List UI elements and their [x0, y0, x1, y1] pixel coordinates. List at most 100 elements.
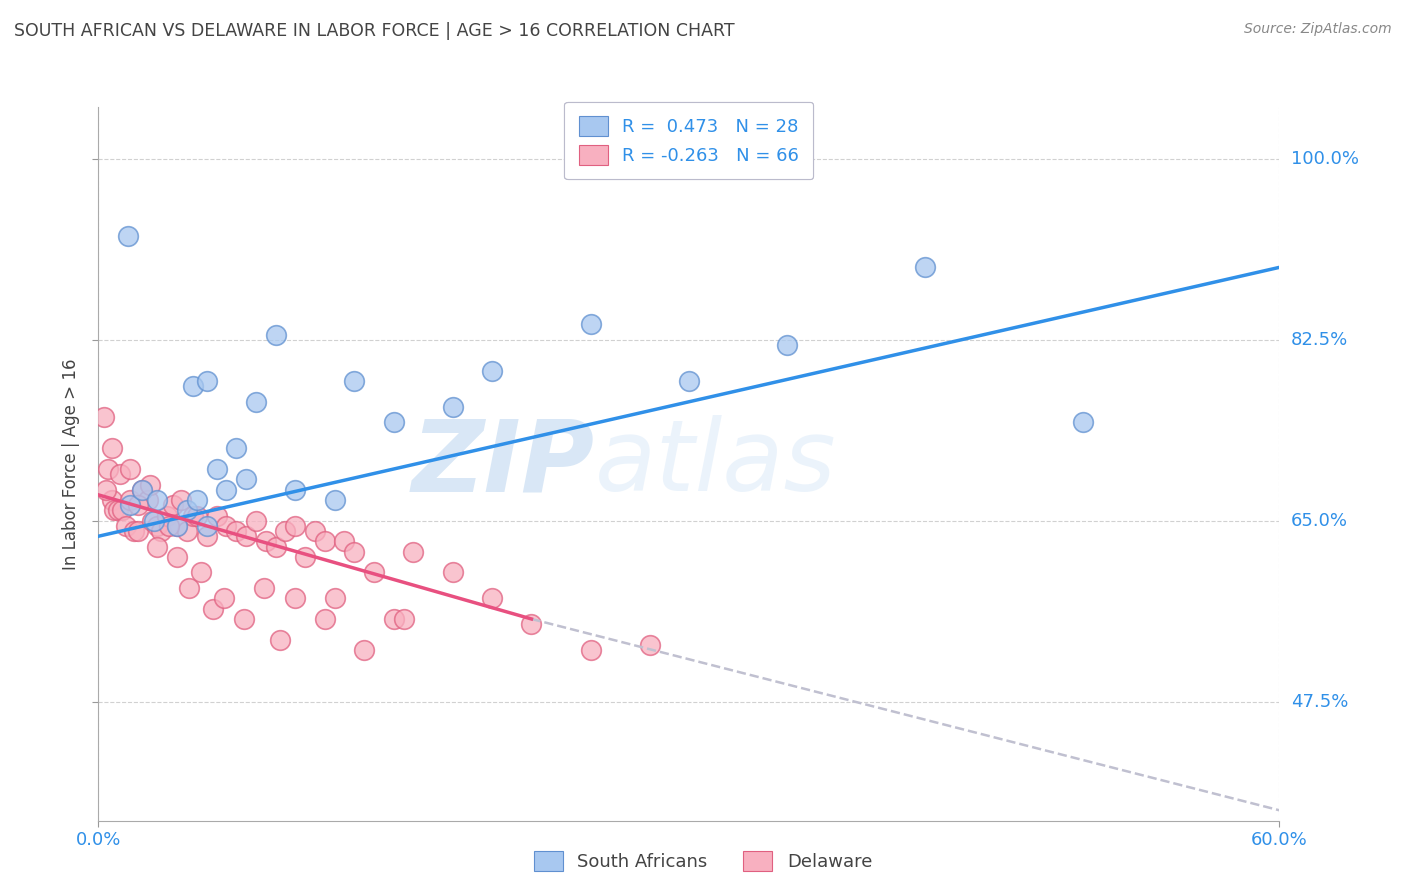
Point	[284, 483, 307, 497]
Point	[333, 534, 356, 549]
Point	[201, 601, 224, 615]
Point	[294, 549, 316, 564]
Point	[323, 591, 346, 606]
Point	[274, 524, 297, 538]
Point	[638, 638, 661, 652]
Point	[235, 529, 257, 543]
Point	[214, 591, 236, 606]
Point	[215, 483, 238, 497]
Text: ZIP: ZIP	[412, 416, 595, 512]
Point	[122, 524, 145, 538]
Point	[195, 519, 218, 533]
Point	[146, 493, 169, 508]
Point	[343, 374, 366, 388]
Point	[205, 462, 228, 476]
Text: atlas: atlas	[595, 416, 837, 512]
Point	[166, 519, 188, 533]
Point	[96, 483, 118, 497]
Point	[115, 519, 138, 533]
Text: 82.5%: 82.5%	[1291, 331, 1348, 349]
Point	[195, 374, 218, 388]
Point	[136, 493, 159, 508]
Point	[176, 524, 198, 538]
Point	[156, 508, 179, 523]
Point	[678, 374, 700, 388]
Point	[402, 545, 425, 559]
Point	[284, 591, 307, 606]
Point	[127, 498, 149, 512]
Point	[131, 483, 153, 497]
Point	[93, 410, 115, 425]
Point	[382, 416, 405, 430]
Point	[314, 534, 336, 549]
Point	[264, 540, 287, 554]
Point	[195, 529, 218, 543]
Point	[245, 514, 267, 528]
Point	[186, 493, 208, 508]
Point	[138, 477, 160, 491]
Point	[1071, 416, 1094, 430]
Point	[269, 632, 291, 647]
Point	[481, 591, 503, 606]
Point	[146, 519, 169, 533]
Point	[108, 467, 131, 482]
Point	[579, 643, 602, 657]
Point	[162, 498, 184, 512]
Point	[392, 612, 415, 626]
Point	[215, 519, 238, 533]
Point	[131, 483, 153, 497]
Text: 65.0%: 65.0%	[1291, 512, 1347, 530]
Point	[353, 643, 375, 657]
Point	[235, 472, 257, 486]
Y-axis label: In Labor Force | Age > 16: In Labor Force | Age > 16	[62, 358, 80, 570]
Point	[142, 514, 165, 528]
Point	[520, 617, 543, 632]
Point	[181, 379, 204, 393]
Point	[304, 524, 326, 538]
Point	[264, 327, 287, 342]
Point	[776, 338, 799, 352]
Legend: South Africans, Delaware: South Africans, Delaware	[527, 844, 879, 879]
Legend: R =  0.473   N = 28, R = -0.263   N = 66: R = 0.473 N = 28, R = -0.263 N = 66	[564, 102, 814, 179]
Point	[166, 519, 188, 533]
Point	[314, 612, 336, 626]
Point	[254, 534, 277, 549]
Point	[176, 503, 198, 517]
Point	[225, 442, 247, 456]
Point	[181, 508, 204, 523]
Point	[205, 508, 228, 523]
Point	[117, 229, 139, 244]
Point	[141, 514, 163, 528]
Point	[441, 400, 464, 414]
Point	[323, 493, 346, 508]
Text: 100.0%: 100.0%	[1291, 150, 1358, 168]
Point	[170, 493, 193, 508]
Point	[284, 519, 307, 533]
Point	[225, 524, 247, 538]
Point	[127, 524, 149, 538]
Point	[107, 503, 129, 517]
Point	[97, 462, 120, 476]
Point	[190, 566, 212, 580]
Point	[186, 508, 208, 523]
Point	[166, 549, 188, 564]
Text: SOUTH AFRICAN VS DELAWARE IN LABOR FORCE | AGE > 16 CORRELATION CHART: SOUTH AFRICAN VS DELAWARE IN LABOR FORCE…	[14, 22, 735, 40]
Point	[245, 394, 267, 409]
Point	[150, 524, 173, 538]
Point	[146, 540, 169, 554]
Point	[343, 545, 366, 559]
Point	[253, 581, 276, 595]
Text: 47.5%: 47.5%	[1291, 693, 1348, 711]
Point	[118, 462, 141, 476]
Point	[914, 260, 936, 275]
Point	[157, 519, 180, 533]
Point	[481, 364, 503, 378]
Point	[363, 566, 385, 580]
Point	[118, 493, 141, 508]
Point	[382, 612, 405, 626]
Point	[177, 581, 200, 595]
Point	[101, 442, 124, 456]
Point	[441, 566, 464, 580]
Text: Source: ZipAtlas.com: Source: ZipAtlas.com	[1244, 22, 1392, 37]
Point	[103, 503, 125, 517]
